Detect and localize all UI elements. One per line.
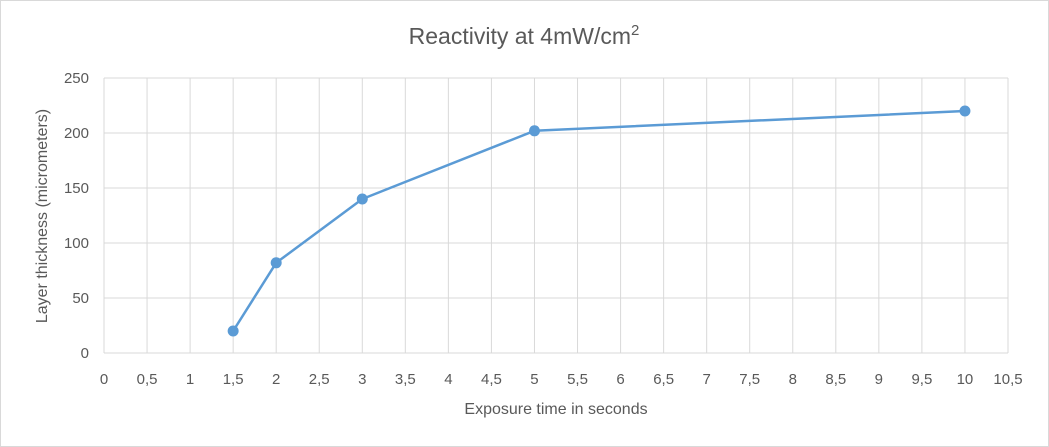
series-group <box>227 105 971 337</box>
data-point <box>959 105 971 117</box>
data-point <box>528 125 540 137</box>
y-tick-label: 0 <box>81 345 89 362</box>
y-tick-label: 200 <box>64 125 89 142</box>
x-tick-label: 8 <box>789 371 797 388</box>
x-tick-label: 1 <box>186 371 194 388</box>
x-tick-label: 0 <box>100 371 108 388</box>
x-tick-label: 10,5 <box>993 371 1022 388</box>
x-axis-label: Exposure time in seconds <box>464 401 647 418</box>
y-tick-label: 250 <box>64 70 89 87</box>
x-tick-label: 1,5 <box>223 371 244 388</box>
x-tick-label: 6,5 <box>653 371 674 388</box>
x-tick-label: 0,5 <box>137 371 158 388</box>
x-tick-label: 7 <box>702 371 710 388</box>
data-point <box>356 193 368 205</box>
y-tick-label: 100 <box>64 235 89 252</box>
x-tick-label: 6 <box>616 371 624 388</box>
data-point <box>270 257 282 269</box>
y-tick-label: 150 <box>64 180 89 197</box>
chart-title: Reactivity at 4mW/cm2 <box>409 22 640 49</box>
x-tick-label: 5 <box>530 371 538 388</box>
x-tick-label: 3,5 <box>395 371 416 388</box>
y-tick-label: 50 <box>72 290 89 307</box>
x-tick-label: 2,5 <box>309 371 330 388</box>
x-tick-labels: 0 0,5 1 1,5 2 2,5 3 3,5 4 4,5 5 5,5 6 6,5 7 7,5 8 8,5 9 9,5… <box>100 371 1023 388</box>
title-superscript: 2 <box>631 22 639 39</box>
y-axis-label: Layer thickness (micrometers) <box>34 109 51 323</box>
gridlines <box>103 77 1009 354</box>
data-point <box>227 325 239 337</box>
x-tick-label: 2 <box>272 371 280 388</box>
x-tick-label: 9,5 <box>911 371 932 388</box>
x-tick-label: 7,5 <box>739 371 760 388</box>
y-tick-labels: 0 50 100 150 200 250 <box>64 70 89 362</box>
x-tick-label: 4,5 <box>481 371 502 388</box>
x-tick-label: 3 <box>358 371 366 388</box>
x-tick-label: 5,5 <box>567 371 588 388</box>
x-tick-label: 10 <box>957 371 974 388</box>
x-tick-label: 8,5 <box>825 371 846 388</box>
x-tick-label: 4 <box>444 371 452 388</box>
x-tick-label: 9 <box>875 371 883 388</box>
